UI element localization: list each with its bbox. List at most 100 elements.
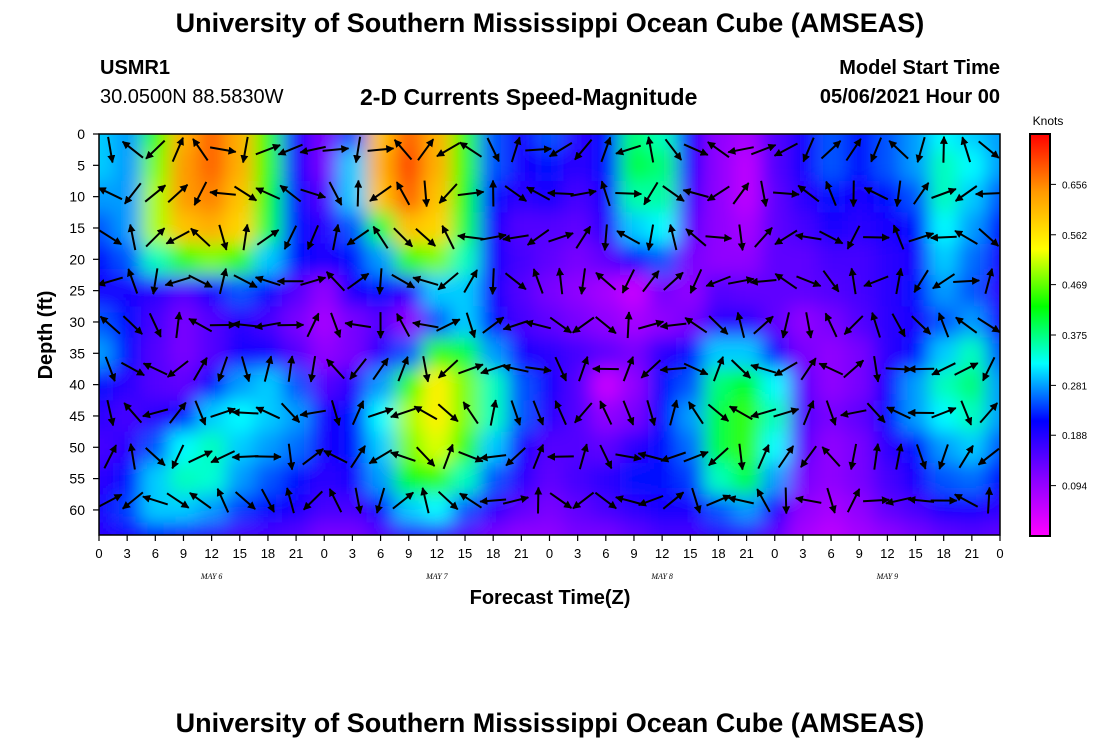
current-arrow [367, 145, 395, 154]
current-arrow [299, 145, 326, 155]
heatmap-cell [535, 275, 565, 308]
current-arrow [985, 486, 994, 514]
current-arrow [843, 359, 865, 379]
current-arrow [436, 318, 461, 332]
heatmap-cell [479, 431, 509, 464]
current-arrow [148, 312, 162, 338]
y-tick-label: 20 [69, 251, 85, 267]
heatmap-cell [394, 462, 424, 495]
current-arrow [107, 136, 116, 164]
heatmap-cell [253, 494, 283, 524]
heatmap-cell [113, 522, 143, 535]
current-arrow [510, 400, 522, 426]
heatmap-cell [394, 306, 424, 339]
current-arrow [330, 312, 342, 339]
current-arrow [122, 491, 144, 510]
current-arrow [188, 274, 213, 288]
current-arrow [549, 316, 572, 334]
chart-title: University of Southern Mississippi Ocean… [175, 8, 925, 38]
current-arrow [624, 311, 633, 339]
heatmap-cell [225, 243, 255, 276]
current-arrow [412, 320, 439, 329]
heatmap-cell [507, 522, 537, 535]
heatmap-cell [422, 522, 452, 535]
x-tick-label: 0 [546, 546, 553, 561]
heatmap-cell [282, 275, 311, 308]
x-tick-label: 6 [827, 546, 834, 561]
current-arrow [708, 315, 729, 335]
heatmap-cell [535, 337, 565, 370]
heatmap-cell [845, 369, 875, 402]
heatmap-cell [901, 462, 931, 495]
heatmap-cell [507, 134, 537, 151]
heatmap-cell [619, 306, 649, 339]
current-arrow [615, 495, 642, 505]
heatmap-cell [451, 337, 480, 370]
heatmap-cell [422, 275, 452, 308]
current-arrow [302, 448, 324, 466]
y-tick-label: 30 [69, 314, 85, 330]
heatmap-cell [197, 243, 227, 276]
current-arrow [369, 185, 392, 202]
colorbar-tick-label: 0.281 [1062, 381, 1087, 392]
heatmap-cell [535, 431, 565, 464]
x-tick-label: 3 [349, 546, 356, 561]
y-tick-label: 45 [69, 408, 85, 424]
current-arrow [233, 274, 258, 289]
heatmap-cell [732, 306, 762, 339]
current-arrow [848, 267, 857, 295]
heatmap-cell [169, 243, 199, 276]
heatmap-cell [704, 149, 734, 182]
current-arrow [524, 319, 552, 330]
heatmap-cell [282, 522, 311, 535]
heatmap-cell [760, 181, 790, 214]
x-tick-label: 18 [486, 546, 500, 561]
current-arrow [349, 358, 367, 380]
current-arrow [870, 137, 883, 163]
current-arrow [873, 355, 881, 383]
current-arrow [846, 225, 861, 250]
current-arrow [99, 276, 123, 287]
current-arrow [795, 495, 822, 504]
current-arrow [753, 315, 774, 335]
current-arrow [615, 453, 642, 462]
heatmap-cell [422, 462, 452, 495]
heatmap-cell [901, 431, 931, 464]
heatmap-cell [591, 134, 621, 151]
heatmap-cell [817, 306, 846, 339]
x-tick-label: 12 [204, 546, 218, 561]
current-arrow [413, 405, 438, 421]
heatmap-cell [479, 369, 509, 402]
current-arrow [457, 232, 484, 241]
heatmap-cell [817, 275, 846, 308]
current-arrow [442, 443, 454, 470]
current-arrow [601, 224, 610, 252]
heatmap-cell [929, 494, 959, 524]
heatmap-cell [563, 400, 593, 433]
heatmap-cell [197, 462, 227, 495]
heatmap-cell [873, 337, 903, 370]
current-vectors [99, 135, 1000, 515]
current-arrow [802, 400, 815, 426]
current-arrow [502, 234, 529, 243]
heatmap-cell [422, 306, 452, 339]
heatmap-cell [648, 522, 677, 535]
current-arrow [322, 145, 350, 154]
heatmap-cell [676, 462, 706, 495]
heatmap-cell [957, 462, 987, 495]
current-arrow [422, 180, 431, 208]
heatmap-cell [732, 212, 762, 245]
heatmap-cell [169, 462, 199, 495]
current-arrow [209, 146, 237, 155]
plot-title: 2-D Currents Speed-Magnitude [360, 84, 698, 110]
current-arrow [393, 139, 413, 161]
current-arrow [554, 400, 567, 426]
heatmap-cell [479, 134, 509, 151]
heatmap-cell [704, 181, 734, 214]
heatmap-cell [845, 181, 875, 214]
current-arrow [845, 138, 862, 162]
heatmap-cell [366, 462, 396, 495]
heatmap-cell [422, 337, 452, 370]
current-arrow [595, 316, 617, 335]
current-arrow [659, 321, 687, 330]
